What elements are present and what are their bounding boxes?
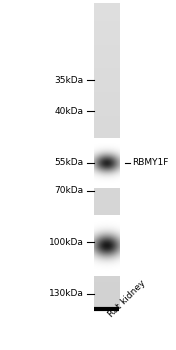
Text: RBMY1F: RBMY1F [132,159,168,167]
Text: 130kDa: 130kDa [49,289,83,298]
Text: 55kDa: 55kDa [54,159,83,167]
Text: 70kDa: 70kDa [54,186,83,195]
Text: 35kDa: 35kDa [54,76,83,85]
Text: 100kDa: 100kDa [49,238,83,247]
Text: Rat kidney: Rat kidney [106,279,147,319]
Text: 40kDa: 40kDa [54,107,83,116]
Bar [94,3,119,309]
